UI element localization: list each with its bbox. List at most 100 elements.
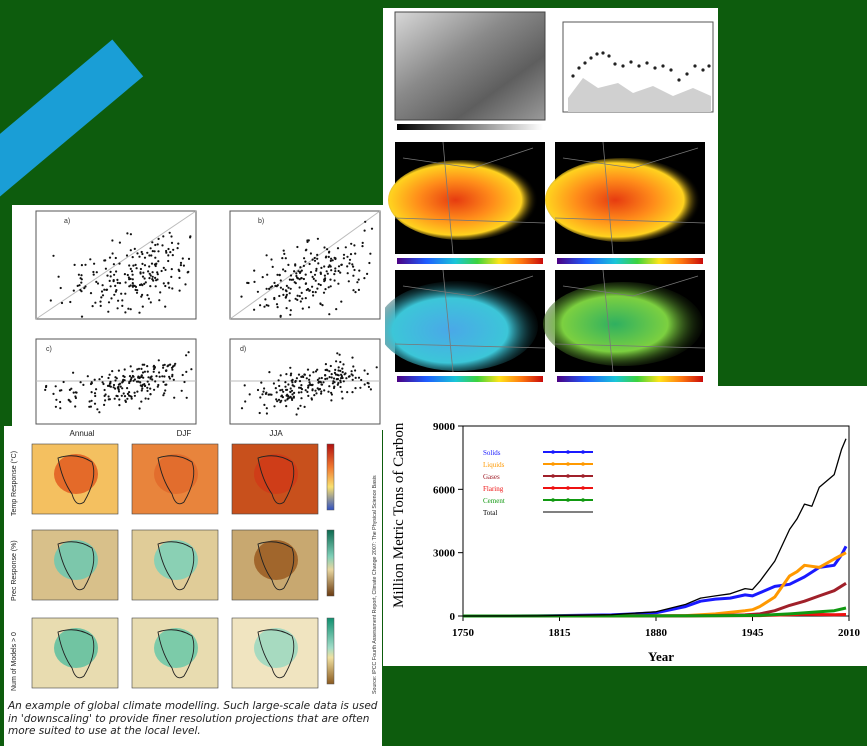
subplot-label-c: c) <box>46 346 52 353</box>
scatter-point <box>323 274 326 277</box>
scatter-point <box>346 391 349 394</box>
scatter-point <box>149 301 152 304</box>
africa-outline <box>157 541 195 591</box>
scatter-point <box>139 267 142 271</box>
scatter-point <box>137 380 140 383</box>
scatter-point <box>340 263 343 266</box>
scatter-point <box>304 273 307 276</box>
scatter-point <box>168 375 171 378</box>
axes: 1750 1815 1880 1945 2010 0 3000 6000 9000 <box>433 421 861 639</box>
scatter-point <box>165 249 168 253</box>
scatter-point <box>307 306 311 309</box>
series-line-cement <box>462 606 847 618</box>
scatter-point <box>330 399 333 402</box>
scatter-point <box>154 243 157 247</box>
scatter-point <box>322 291 326 294</box>
scatter-point <box>297 373 301 376</box>
scatter-point <box>154 264 157 268</box>
scatter-point <box>124 399 127 402</box>
scatter-point <box>124 292 127 295</box>
column-title-annual: Annual <box>70 429 95 438</box>
colorbar-top-2 <box>557 258 703 264</box>
scatter-point <box>139 271 142 274</box>
y-tick-label: 3000 <box>433 548 456 560</box>
scatter-point <box>95 271 98 274</box>
scatter-point <box>265 391 268 394</box>
scatter-point <box>117 369 120 372</box>
scatter-point <box>323 246 326 249</box>
scatter-point <box>273 405 276 408</box>
scatter-point <box>352 274 355 277</box>
scatter-point <box>115 270 118 273</box>
scatter-point <box>157 260 160 263</box>
scatter-point <box>79 381 82 384</box>
scatter-point <box>114 284 117 287</box>
scatter-point <box>162 380 165 383</box>
scatter-point <box>177 268 180 271</box>
scatter-point <box>360 378 363 382</box>
scatter-point <box>317 262 320 265</box>
scatter-point <box>167 281 170 284</box>
scatter-point <box>324 377 327 381</box>
scatter-point <box>298 380 302 383</box>
scatter-point <box>339 381 342 384</box>
scatter-point <box>156 271 159 274</box>
scatter-point <box>88 405 91 408</box>
scatter-point <box>136 390 139 393</box>
scatter-point <box>363 369 366 372</box>
scatter-point <box>123 395 127 398</box>
num-models-colorbar <box>326 617 335 685</box>
scatter-point <box>343 373 346 376</box>
scatter-point <box>129 233 132 236</box>
scatter-point <box>259 304 262 307</box>
scatter-point <box>171 375 174 378</box>
scatter-point <box>101 381 104 384</box>
scatter-point <box>342 253 346 256</box>
scatter-point <box>132 379 135 382</box>
scatter-point <box>103 288 106 291</box>
scatter-point <box>328 376 331 379</box>
scatter-point <box>314 279 317 282</box>
scatter-point <box>94 394 97 398</box>
scatter-point <box>181 257 184 260</box>
scatter-point <box>98 411 101 414</box>
climate-model-figure: Annual DJF JJA Temp Response (°C) Prec R… <box>10 429 378 694</box>
scatter-point <box>137 367 141 370</box>
scatter-point <box>189 235 192 238</box>
scatter-point <box>134 285 138 288</box>
scatter-point <box>281 288 285 291</box>
scatter-point <box>107 398 110 401</box>
scatter-point <box>93 262 96 265</box>
radar-map-e <box>383 269 546 373</box>
scatter-point <box>121 304 124 307</box>
scatter-point <box>328 313 331 316</box>
scatter-point <box>158 371 161 374</box>
scatter-point <box>163 363 166 366</box>
scatter-point <box>172 248 175 251</box>
scatter-point <box>170 241 174 244</box>
scatter-point <box>268 371 271 374</box>
scatter-point <box>54 385 57 388</box>
scatter-point <box>169 251 172 254</box>
scatter-point <box>141 262 144 265</box>
scatter-point <box>289 309 292 312</box>
scatter-point <box>149 387 152 390</box>
scatter-point <box>309 252 312 255</box>
scatter-point <box>263 305 266 308</box>
scatter-point <box>159 291 162 294</box>
scatter-point <box>185 354 188 357</box>
scatter-point <box>131 273 134 276</box>
scatter-point <box>154 285 157 288</box>
scatter-point <box>108 279 111 282</box>
scatter-point <box>289 387 292 390</box>
scatter-point <box>318 377 321 380</box>
scatter-point <box>52 392 55 395</box>
scatter-point <box>370 227 374 230</box>
scatter-point <box>172 378 175 381</box>
scatter-point <box>147 297 150 300</box>
scatter-point <box>316 287 319 290</box>
scatter-point <box>128 375 132 378</box>
scatter-point <box>336 352 339 355</box>
scatter-point <box>101 294 105 297</box>
scatter-point <box>296 294 299 297</box>
